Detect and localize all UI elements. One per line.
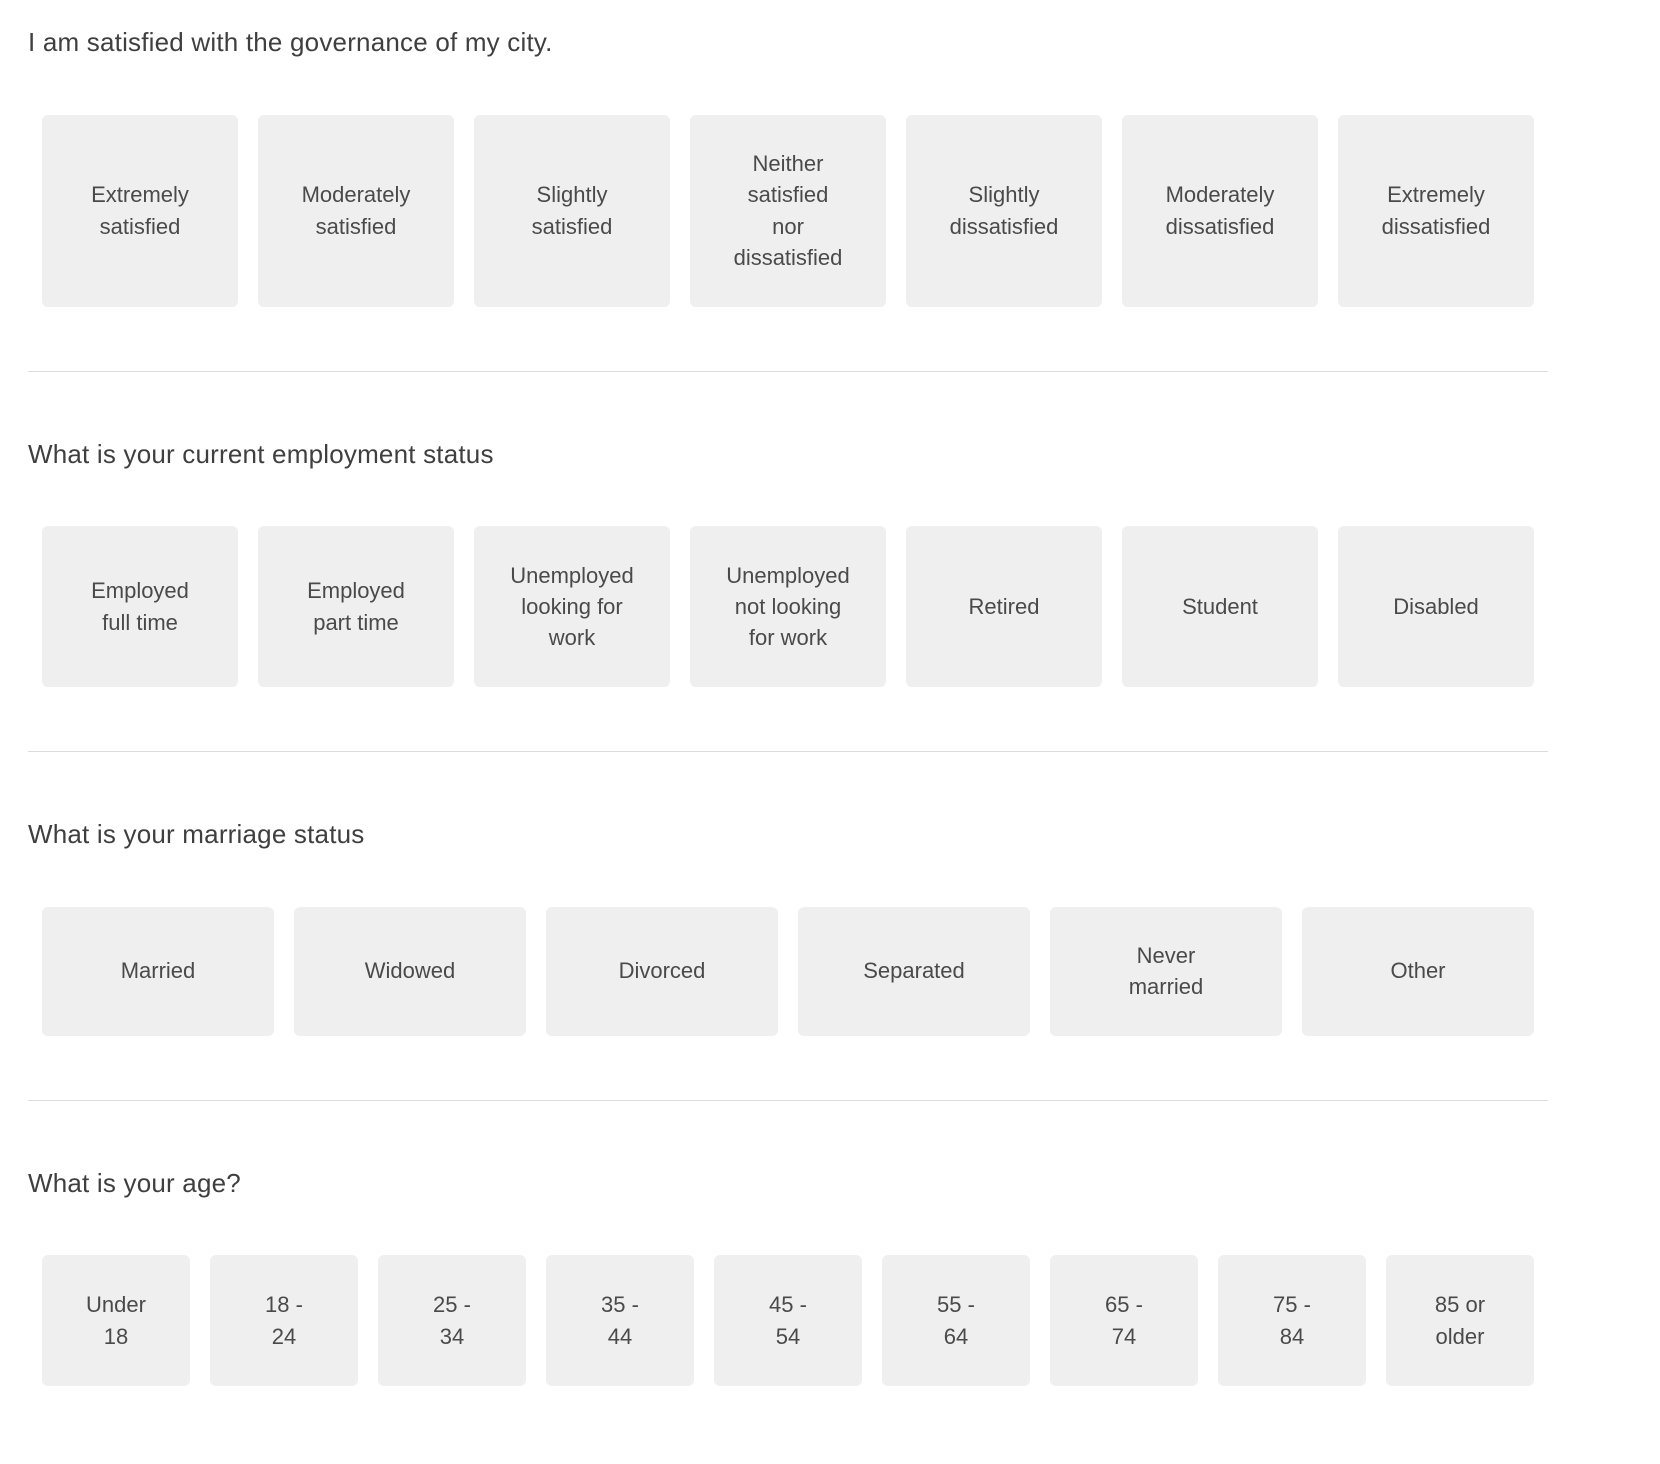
option-label: Slightly dissatisfied bbox=[949, 182, 1059, 239]
option-label: Retired bbox=[968, 593, 1040, 619]
option-slightly-dissatisfied[interactable]: Slightly dissatisfied bbox=[906, 114, 1102, 307]
option-student[interactable]: Student bbox=[1122, 526, 1318, 687]
option-unemployed-not-looking[interactable]: Unemployed not looking for work bbox=[690, 526, 886, 687]
section-divider bbox=[28, 370, 1548, 372]
option-label: Employed part time bbox=[307, 578, 405, 635]
option-divorced[interactable]: Divorced bbox=[546, 906, 778, 1036]
option-label: 75 - 84 bbox=[1273, 1292, 1311, 1349]
option-label: Moderately dissatisfied bbox=[1165, 182, 1275, 239]
option-label: Neither satisfied nor dissatisfied bbox=[733, 151, 843, 270]
option-moderately-satisfied[interactable]: Moderately satisfied bbox=[258, 114, 454, 307]
option-label: Disabled bbox=[1393, 593, 1479, 619]
option-label: 45 - 54 bbox=[769, 1292, 807, 1349]
option-never-married[interactable]: Never married bbox=[1050, 906, 1282, 1036]
option-label: 18 - 24 bbox=[265, 1292, 303, 1349]
marriage-options-row: Married Widowed Divorced Separated Never… bbox=[28, 906, 1548, 1036]
option-age-55-64[interactable]: 55 - 64 bbox=[882, 1255, 1030, 1386]
option-label: Moderately satisfied bbox=[301, 182, 411, 239]
option-label: 85 or older bbox=[1434, 1292, 1486, 1349]
section-divider bbox=[28, 751, 1548, 752]
option-age-45-54[interactable]: 45 - 54 bbox=[714, 1255, 862, 1386]
option-label: Married bbox=[120, 958, 196, 984]
option-label: Under 18 bbox=[86, 1292, 146, 1349]
option-age-85-older[interactable]: 85 or older bbox=[1386, 1255, 1534, 1386]
question-age-title: What is your age? bbox=[28, 1167, 241, 1198]
question-age: What is your age? Under 18 18 - 24 25 - … bbox=[28, 1167, 1548, 1386]
option-other[interactable]: Other bbox=[1302, 906, 1534, 1036]
option-label: Extremely satisfied bbox=[91, 182, 189, 239]
question-governance-satisfaction: I am satisfied with the governance of my… bbox=[28, 26, 1548, 307]
question-marriage-status: What is your marriage status Married Wid… bbox=[28, 818, 1548, 1036]
option-moderately-dissatisfied[interactable]: Moderately dissatisfied bbox=[1122, 114, 1318, 307]
option-label: 25 - 34 bbox=[433, 1292, 471, 1349]
employment-options-row: Employed full time Employed part time Un… bbox=[28, 526, 1548, 687]
option-label: Never married bbox=[1128, 942, 1204, 999]
question-employment-status: What is your current employment status E… bbox=[28, 438, 1548, 687]
option-separated[interactable]: Separated bbox=[798, 906, 1030, 1036]
question-employment-title: What is your current employment status bbox=[28, 438, 494, 469]
option-label: Divorced bbox=[618, 958, 706, 984]
question-marriage-title: What is your marriage status bbox=[28, 819, 365, 849]
option-neither-satisfied-nor-dissatisfied[interactable]: Neither satisfied nor dissatisfied bbox=[690, 114, 886, 307]
option-label: 35 - 44 bbox=[601, 1292, 639, 1349]
option-unemployed-looking[interactable]: Unemployed looking for work bbox=[474, 526, 670, 687]
governance-options-row: Extremely satisfied Moderately satisfied… bbox=[28, 114, 1548, 307]
option-age-35-44[interactable]: 35 - 44 bbox=[546, 1255, 694, 1386]
option-age-75-84[interactable]: 75 - 84 bbox=[1218, 1255, 1366, 1386]
option-married[interactable]: Married bbox=[42, 906, 274, 1036]
option-label: Unemployed not looking for work bbox=[726, 562, 850, 651]
option-slightly-satisfied[interactable]: Slightly satisfied bbox=[474, 114, 670, 307]
option-label: Employed full time bbox=[91, 578, 189, 635]
option-extremely-dissatisfied[interactable]: Extremely dissatisfied bbox=[1338, 114, 1534, 307]
option-label: Separated bbox=[863, 958, 965, 984]
option-employed-part-time[interactable]: Employed part time bbox=[258, 526, 454, 687]
option-label: Student bbox=[1182, 593, 1258, 619]
option-extremely-satisfied[interactable]: Extremely satisfied bbox=[42, 114, 238, 307]
option-label: Widowed bbox=[364, 958, 456, 984]
option-label: 55 - 64 bbox=[937, 1292, 975, 1349]
question-governance-title: I am satisfied with the governance of my… bbox=[28, 27, 553, 57]
age-options-row: Under 18 18 - 24 25 - 34 35 - 44 45 - 54… bbox=[28, 1255, 1548, 1386]
option-widowed[interactable]: Widowed bbox=[294, 906, 526, 1036]
section-divider bbox=[28, 1099, 1548, 1101]
option-label: Slightly satisfied bbox=[531, 182, 613, 239]
option-label: Other bbox=[1390, 958, 1446, 984]
option-age-25-34[interactable]: 25 - 34 bbox=[378, 1255, 526, 1386]
option-label: Unemployed looking for work bbox=[510, 562, 634, 651]
option-label: 65 - 74 bbox=[1105, 1292, 1143, 1349]
option-disabled[interactable]: Disabled bbox=[1338, 526, 1534, 687]
option-age-under-18[interactable]: Under 18 bbox=[42, 1255, 190, 1386]
survey-form: I am satisfied with the governance of my… bbox=[28, 26, 1548, 1386]
option-age-18-24[interactable]: 18 - 24 bbox=[210, 1255, 358, 1386]
option-age-65-74[interactable]: 65 - 74 bbox=[1050, 1255, 1198, 1386]
option-employed-full-time[interactable]: Employed full time bbox=[42, 526, 238, 687]
option-retired[interactable]: Retired bbox=[906, 526, 1102, 687]
option-label: Extremely dissatisfied bbox=[1381, 182, 1491, 239]
